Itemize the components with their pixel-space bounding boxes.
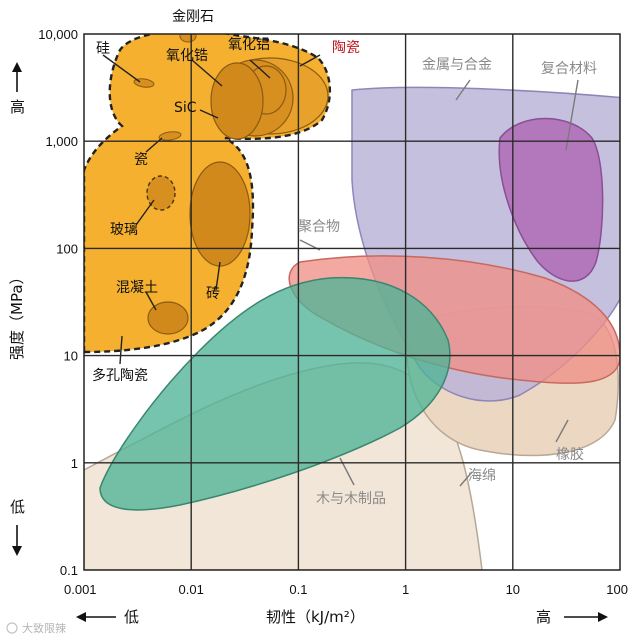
y-down-arrow xyxy=(12,525,22,556)
y-up-arrow xyxy=(12,62,22,92)
watermark-text: 大致限辣 xyxy=(22,621,66,635)
plot-area xyxy=(84,34,620,570)
y-tick-label: 1,000 xyxy=(45,134,78,149)
grid xyxy=(84,34,620,570)
x-right-arrow xyxy=(564,612,608,622)
label-alumina: 氧化铝 xyxy=(228,37,270,53)
x-tick-labels: 0.001 0.01 0.1 1 10 100 xyxy=(64,582,628,597)
label-rubber: 橡胶 xyxy=(556,446,584,463)
region-wood xyxy=(99,276,451,511)
label-composites: 复合材料 xyxy=(541,60,597,77)
x-tick-label: 0.001 xyxy=(64,582,97,597)
x-tick-label: 0.1 xyxy=(289,582,307,597)
watermark: 大致限辣 xyxy=(6,621,66,635)
blob-porcelain xyxy=(158,131,182,141)
x-tick-label: 1 xyxy=(402,582,409,597)
x-left-arrow xyxy=(76,612,116,622)
y-tick-label: 100 xyxy=(56,241,78,256)
x-high-word: 高 xyxy=(536,608,551,626)
y-tick-labels: 0.1 1 10 100 1,000 10,000 xyxy=(38,27,78,578)
y-low-word: 低 xyxy=(10,498,25,516)
x-tick-label: 0.01 xyxy=(179,582,204,597)
x-low-word: 低 xyxy=(124,608,139,626)
leader-lines xyxy=(102,54,579,487)
x-axis-title: 韧性（kJ/m²） xyxy=(266,608,365,626)
y-high-word: 高 xyxy=(10,98,25,116)
label-sic: SiC xyxy=(174,100,197,116)
label-glass: 玻璃 xyxy=(110,221,138,238)
label-silicon: 硅 xyxy=(96,41,110,57)
blob-concrete xyxy=(147,301,189,335)
blob-diamond xyxy=(179,34,197,43)
blob-glass xyxy=(146,175,176,211)
label-brick: 砖 xyxy=(206,286,220,302)
y-tick-label: 0.1 xyxy=(60,563,78,578)
y-axis-title: 强度（MPa） xyxy=(8,269,26,360)
label-porcelain: 瓷 xyxy=(134,152,148,168)
watermark-logo-icon xyxy=(6,622,18,634)
label-diamond: 金刚石 xyxy=(172,9,214,25)
label-porous-ceramics: 多孔陶瓷 xyxy=(92,367,148,384)
label-wood: 木与木制品 xyxy=(316,491,386,507)
y-tick-label: 1 xyxy=(71,456,78,471)
label-sponge: 海绵 xyxy=(468,467,496,484)
x-tick-label: 10 xyxy=(506,582,520,597)
label-ceramics: 陶瓷 xyxy=(332,40,360,56)
blob-sic xyxy=(210,62,264,140)
label-metals: 金属与合金 xyxy=(422,57,492,73)
region-composites xyxy=(498,117,604,282)
x-tick-label: 100 xyxy=(606,582,628,597)
label-zirconia: 氧化锆 xyxy=(166,48,208,64)
y-tick-label: 10,000 xyxy=(38,27,78,42)
label-concrete: 混凝土 xyxy=(116,280,158,296)
plot-border xyxy=(83,33,621,571)
blob-brick xyxy=(189,161,251,267)
label-polymers: 聚合物 xyxy=(298,219,340,235)
y-tick-label: 10 xyxy=(64,349,78,364)
